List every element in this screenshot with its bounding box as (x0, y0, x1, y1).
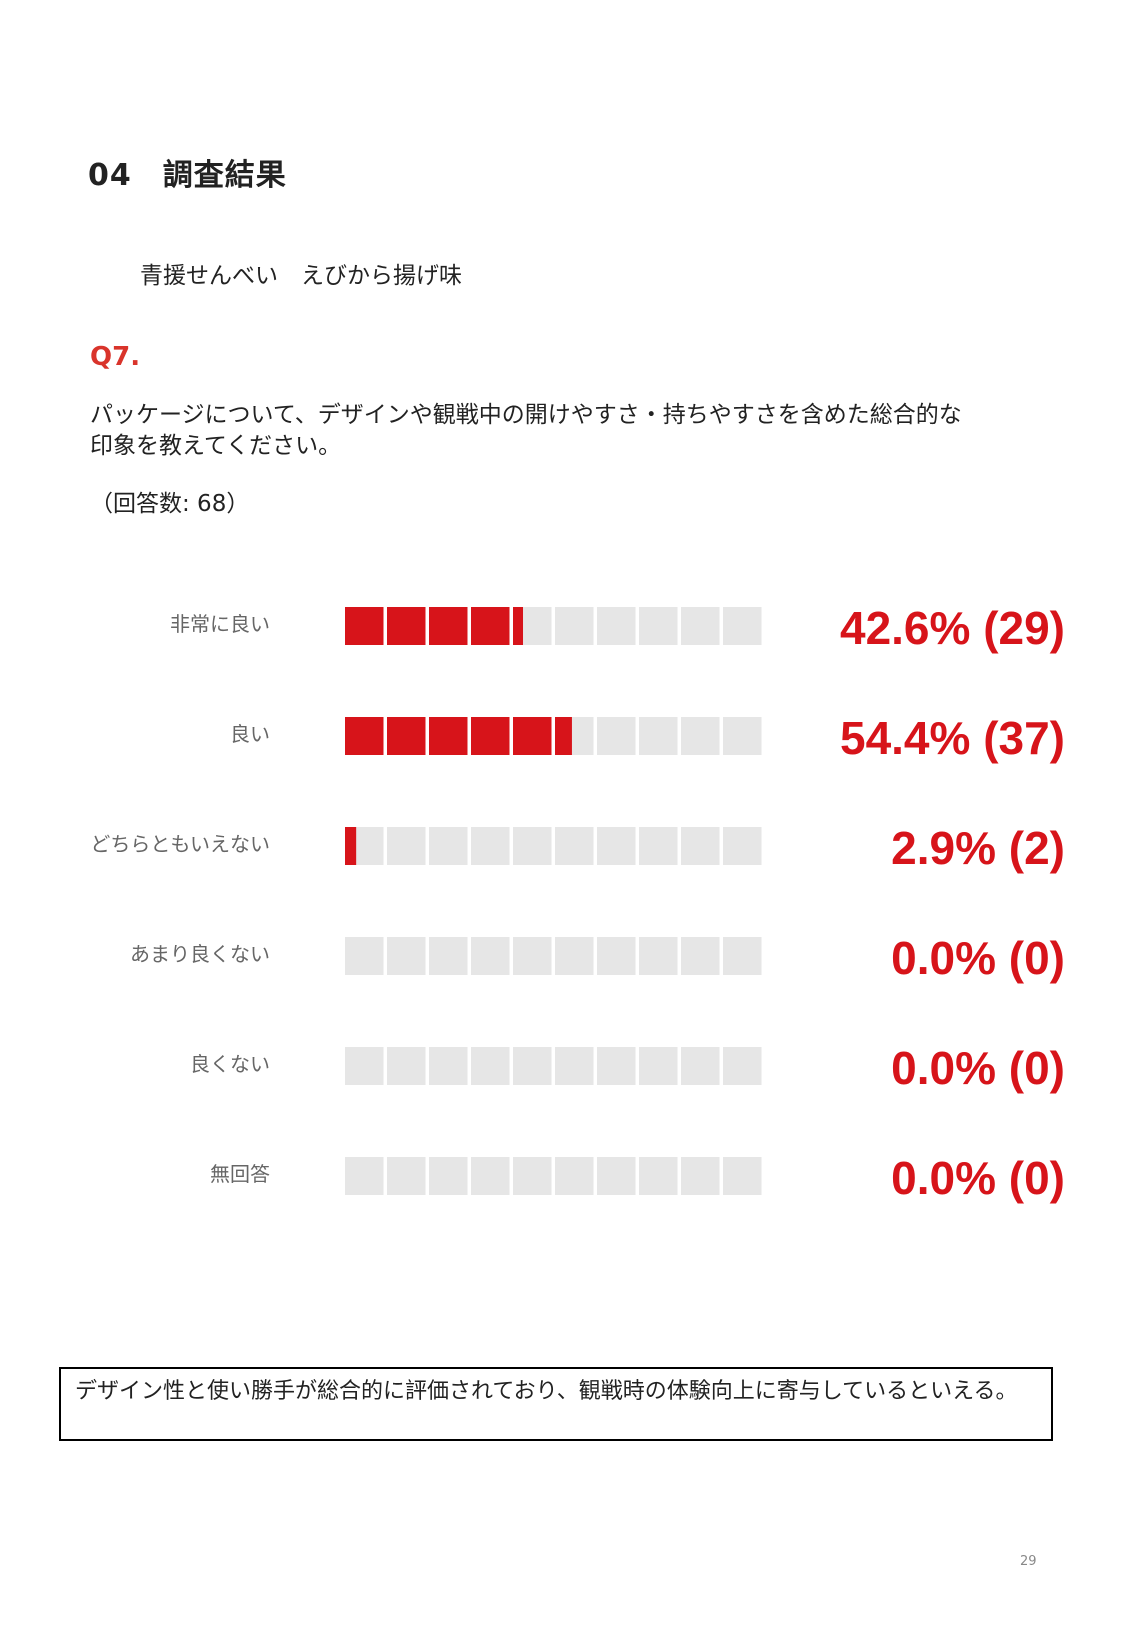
category-label: 非常に良い (170, 612, 270, 636)
bar-track-segment (387, 827, 426, 865)
bar-fill-segment (513, 717, 552, 755)
bar-track-segment (597, 1157, 636, 1195)
bar-fill-segment (345, 607, 384, 645)
bar-track-segment (345, 1047, 384, 1085)
bar-fill-segment (513, 607, 524, 645)
bar-track-segment (513, 1157, 552, 1195)
category-label: どちらともいえない (90, 832, 270, 856)
bar-track-segment (555, 607, 594, 645)
bar-track-segment (471, 827, 510, 865)
bar-track-segment (723, 827, 762, 865)
value-label: 0.0% (0) (891, 1042, 1065, 1094)
bar-track-segment (597, 717, 636, 755)
bar-track-segment (639, 937, 678, 975)
bar-fill-segment (471, 607, 510, 645)
value-label: 0.0% (0) (891, 1152, 1065, 1204)
category-label: 良くない (190, 1052, 270, 1076)
bar-track-segment (681, 937, 720, 975)
bar-fill-segment (429, 607, 468, 645)
chart-row: どちらともいえない 2.9% (2) (90, 822, 1065, 874)
bar-fill-segment (345, 827, 357, 865)
bar-track-segment (723, 607, 762, 645)
bar-track-segment (555, 827, 594, 865)
bar-track-segment (471, 1157, 510, 1195)
bar-fill-segment (471, 717, 510, 755)
question-text: パッケージについて、デザインや観戦中の開けやすさ・持ちやすさを含めた総合的な印象… (90, 402, 962, 459)
bar-track-segment (639, 827, 678, 865)
bar-track-segment (597, 937, 636, 975)
chart-row: 非常に良い 42.6% (29) (170, 602, 1065, 654)
chart-row: 良い 54.4% (37) (230, 712, 1065, 764)
bar-fill-segment (387, 717, 426, 755)
category-label: 良い (230, 722, 270, 746)
bar-track-segment (681, 717, 720, 755)
category-label: あまり良くない (130, 942, 270, 966)
bar-track-segment (345, 937, 384, 975)
bar-track-segment (513, 1047, 552, 1085)
bar-track-segment (639, 717, 678, 755)
bar-track-segment (513, 827, 552, 865)
bar-track-segment (471, 937, 510, 975)
bar-track-segment (639, 1157, 678, 1195)
bar-track-segment (681, 827, 720, 865)
bar-fill-segment (555, 717, 572, 755)
result-bar-chart: 非常に良い 42.6% (29) 良い 54.4% (37) どちらともいえない 2.9%… (90, 602, 1065, 1204)
bar-track-segment (723, 1047, 762, 1085)
bar-track-segment (387, 1157, 426, 1195)
question-number: Q7. (90, 342, 141, 372)
chart-row: 無回答 0.0% (0) (210, 1152, 1065, 1204)
chart-row: 良くない 0.0% (0) (190, 1042, 1065, 1094)
bar-track-segment (513, 937, 552, 975)
conclusion-box: デザイン性と使い勝手が総合的に評価されており、観戦時の体験向上に寄与しているとい… (59, 1367, 1053, 1441)
bar-track-segment (429, 827, 468, 865)
bar-track-segment (681, 1047, 720, 1085)
bar-track-segment (555, 937, 594, 975)
bar-track-segment (639, 607, 678, 645)
bar-track-segment (681, 1157, 720, 1195)
bar-track-segment (429, 1047, 468, 1085)
bar-track-segment (555, 1047, 594, 1085)
bar-fill-segment (345, 717, 384, 755)
category-label: 無回答 (210, 1162, 270, 1186)
bar-track-segment (387, 937, 426, 975)
product-name: 青援せんべい えびから揚げ味 (140, 263, 462, 289)
value-label: 42.6% (29) (840, 602, 1065, 654)
bar-fill-segment (387, 607, 426, 645)
bar-track-segment (597, 607, 636, 645)
value-label: 2.9% (2) (891, 822, 1065, 874)
bar-track-segment (345, 1157, 384, 1195)
value-label: 54.4% (37) (840, 712, 1065, 764)
chart-row: あまり良くない 0.0% (0) (130, 932, 1065, 984)
bar-track-segment (723, 937, 762, 975)
bar-track-segment (555, 1157, 594, 1195)
bar-track-segment (429, 937, 468, 975)
bar-track-segment (597, 1047, 636, 1085)
bar-track-segment (429, 1157, 468, 1195)
bar-track-segment (639, 1047, 678, 1085)
value-label: 0.0% (0) (891, 932, 1065, 984)
bar-track-segment (723, 717, 762, 755)
response-count: （回答数: 68） (90, 491, 250, 517)
section-title: 04 調査結果 (88, 158, 287, 193)
bar-track-segment (597, 827, 636, 865)
bar-fill-segment (429, 717, 468, 755)
bar-track-segment (681, 607, 720, 645)
bar-track-segment (387, 1047, 426, 1085)
bar-track-segment (471, 1047, 510, 1085)
bar-track-segment (723, 1157, 762, 1195)
page-number: 29 (1020, 1554, 1037, 1569)
